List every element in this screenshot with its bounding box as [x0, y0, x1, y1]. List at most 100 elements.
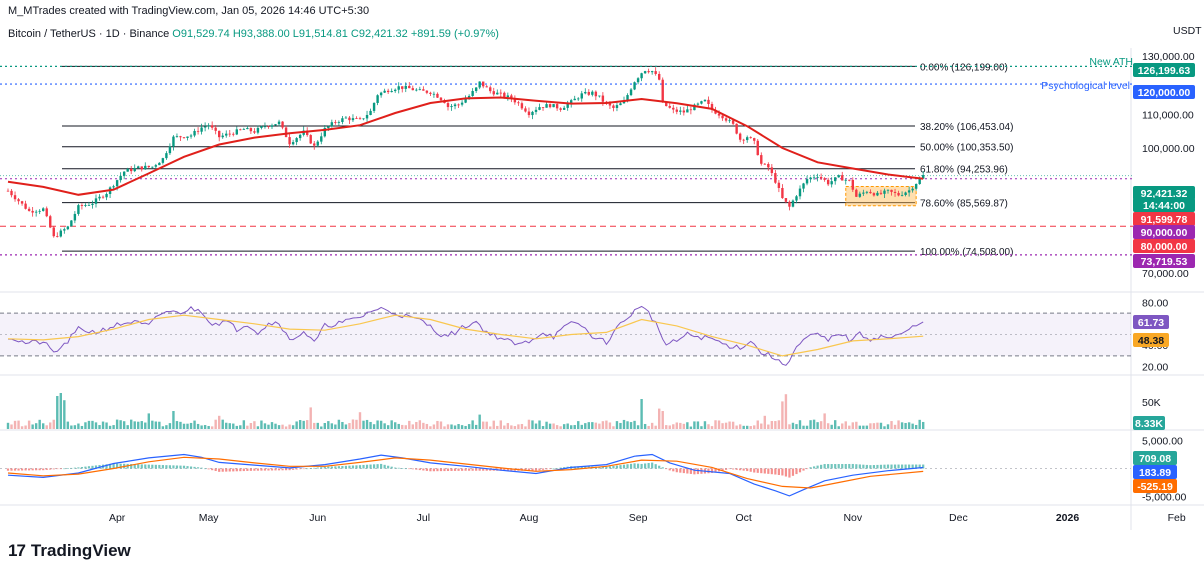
volume-bar — [647, 425, 650, 429]
macd-histogram-bar — [225, 468, 228, 472]
volume-bar — [636, 425, 640, 429]
macd-histogram-bar — [91, 465, 94, 469]
macd-badge-label: -525.19 — [1137, 481, 1173, 493]
volume-bar — [179, 421, 182, 429]
price-candle — [686, 109, 689, 113]
macd-histogram-bar — [369, 464, 372, 469]
macd-histogram-bar — [137, 464, 140, 469]
price-badge-label: 126,199.63 — [1138, 65, 1191, 77]
price-badge — [1133, 239, 1195, 253]
volume-bar — [151, 420, 154, 429]
price-candle — [897, 192, 900, 196]
volume-bar — [306, 420, 309, 429]
volume-bar — [707, 424, 710, 429]
price-candle — [330, 122, 334, 127]
volume-bar — [914, 424, 918, 429]
price-candle — [256, 127, 260, 133]
price-candle — [858, 193, 862, 197]
volume-bar — [432, 424, 436, 429]
macd-histogram-bar — [365, 464, 369, 469]
volume-bar — [809, 420, 812, 429]
macd-histogram-bar — [52, 468, 55, 470]
macd-histogram-bar — [158, 464, 161, 469]
price-candle — [369, 110, 372, 115]
price-candle — [812, 177, 816, 179]
macd-histogram-bar — [777, 468, 780, 476]
macd-histogram-bar — [468, 468, 471, 471]
macd-histogram-bar — [154, 464, 157, 469]
macd-histogram-bar — [24, 468, 27, 471]
price-candle — [313, 143, 316, 146]
macd-badge — [1133, 451, 1177, 465]
fib-level-label: 100.00% (74,508.00) — [920, 247, 1013, 258]
volume-bar — [401, 424, 404, 429]
volume-bar — [316, 422, 319, 429]
macd-histogram-bar — [640, 463, 643, 469]
macd-histogram-bar — [559, 467, 562, 469]
rsi-ma-line — [7, 314, 924, 357]
macd-histogram-bar — [763, 468, 766, 474]
macd-histogram-bar — [320, 467, 323, 469]
volume-bar — [527, 419, 531, 429]
price-candle — [619, 103, 622, 106]
macd-histogram-bar — [429, 468, 432, 472]
price-candle — [640, 73, 643, 79]
price-candle — [42, 208, 45, 211]
volume-bar — [615, 421, 619, 429]
macd-histogram-bar — [837, 464, 840, 469]
macd-histogram-bar — [869, 465, 872, 469]
macd-histogram-bar — [133, 464, 136, 469]
macd-histogram-bar — [844, 464, 847, 469]
volume-bar — [362, 420, 365, 429]
price-candle — [386, 90, 390, 93]
volume-bar — [622, 419, 626, 429]
volume-bar — [147, 413, 150, 429]
macd-histogram-bar — [841, 464, 844, 469]
price-candle — [281, 121, 284, 128]
volume-bar — [911, 423, 914, 429]
volume-bar — [91, 420, 94, 429]
price-candle — [31, 210, 34, 213]
price-candle — [633, 82, 636, 90]
volume-bar — [587, 422, 590, 429]
price-candle — [837, 175, 840, 178]
price-candle — [668, 106, 671, 108]
price-candle — [506, 95, 510, 98]
price-candle — [404, 85, 407, 89]
price-candle — [907, 190, 911, 193]
macd-histogram-bar — [239, 468, 242, 472]
volume-bar — [541, 426, 545, 429]
price-candle — [196, 130, 200, 132]
macd-histogram-bar — [482, 468, 485, 471]
volume-bar — [524, 426, 527, 429]
price-badge-label: 14:44:00 — [1143, 200, 1185, 212]
rsi-badge — [1133, 333, 1169, 347]
volume-bar — [555, 425, 559, 429]
volume-bar — [499, 420, 502, 429]
price-candle — [538, 107, 541, 110]
price-candle — [559, 108, 562, 110]
price-candle — [650, 71, 654, 73]
price-candle — [341, 118, 344, 123]
price-candle — [672, 107, 675, 110]
macd-histogram-bar — [383, 464, 386, 469]
price-candle — [753, 138, 756, 141]
symbol-name[interactable]: Bitcoin / TetherUS · 1D · Binance — [8, 28, 170, 40]
macd-histogram-bar — [619, 465, 622, 469]
volume-bar — [203, 425, 207, 429]
price-candle — [584, 91, 587, 94]
volume-bar — [105, 422, 108, 429]
volume-bar — [492, 420, 495, 429]
price-candle — [432, 93, 436, 95]
price-candle — [562, 107, 566, 110]
price-candle — [900, 194, 904, 196]
price-candle — [38, 210, 41, 212]
macd-histogram-bar — [696, 468, 700, 475]
price-candle — [703, 99, 707, 102]
price-candle — [337, 122, 341, 123]
macd-histogram-bar — [675, 468, 678, 473]
price-candle — [918, 178, 921, 185]
volume-bar — [165, 425, 168, 429]
volume-bar — [746, 425, 749, 429]
